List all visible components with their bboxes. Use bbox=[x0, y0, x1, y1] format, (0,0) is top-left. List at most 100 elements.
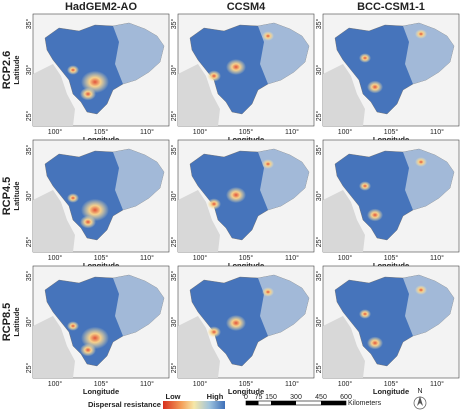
lat-tick-label: 35° bbox=[25, 145, 33, 156]
legend-title: Dispersal resistance bbox=[88, 400, 161, 409]
study-area-east bbox=[113, 149, 164, 210]
neighbor-land bbox=[178, 64, 220, 126]
resistance-hotspot bbox=[367, 80, 383, 94]
legend-low: Low bbox=[166, 392, 181, 401]
lon-tick-label: 110° bbox=[140, 254, 154, 262]
lon-tick-label: 105° bbox=[384, 254, 399, 262]
map-panel: 35° 30° 25° 100° 105° 110° Longitude bbox=[170, 265, 315, 396]
lon-tick-label: 110° bbox=[285, 128, 299, 136]
lat-tick-label: 35° bbox=[170, 19, 178, 30]
lon-tick-label: 105° bbox=[239, 128, 254, 136]
lat-tick-label: 35° bbox=[315, 145, 323, 156]
resistance-hotspot bbox=[207, 198, 221, 210]
resistance-hotspot bbox=[226, 187, 246, 203]
lat-tick-label: 30° bbox=[315, 65, 323, 76]
lon-tick-label: 105° bbox=[94, 254, 109, 262]
lat-tick-label: 30° bbox=[25, 317, 33, 328]
lon-tick-label: 105° bbox=[384, 128, 399, 136]
map-panel: 35° 30° 25° 100° 105° 110° Longitude bbox=[170, 139, 315, 270]
lon-tick-label: 110° bbox=[140, 380, 154, 388]
resistance-hotspot bbox=[359, 53, 371, 63]
resistance-hotspot bbox=[226, 59, 246, 75]
map-panel: 35° 30° 25° 100° 105° 110° Longitude bbox=[315, 265, 460, 396]
map-panel: 35° 30° 25° 100° 105° 110° Longitude bbox=[170, 13, 315, 144]
lat-tick-label: 30° bbox=[170, 191, 178, 202]
x-axis-label: Longitude bbox=[228, 261, 264, 270]
lat-tick-label: 30° bbox=[25, 191, 33, 202]
map-panel: 35° 30° 25° 100° 105° 110° Longitude bbox=[25, 139, 170, 270]
row-label: RCP2.6 bbox=[1, 51, 13, 90]
lat-tick-label: 35° bbox=[170, 145, 178, 156]
lon-tick-label: 110° bbox=[430, 380, 444, 388]
lat-tick-label: 30° bbox=[25, 65, 33, 76]
resistance-hotspot bbox=[262, 31, 274, 41]
resistance-hotspot bbox=[80, 343, 96, 357]
x-axis-label: Longitude bbox=[83, 261, 119, 270]
resistance-hotspot bbox=[207, 70, 221, 82]
lon-tick-label: 110° bbox=[140, 128, 154, 136]
lat-tick-label: 30° bbox=[170, 317, 178, 328]
column-title: HadGEM2-AO bbox=[65, 1, 138, 13]
lon-tick-label: 100° bbox=[48, 128, 63, 136]
y-axis-label: Latitude bbox=[12, 55, 21, 84]
scale-tick-label: 0 bbox=[244, 394, 248, 401]
lat-tick-label: 30° bbox=[170, 65, 178, 76]
lon-tick-label: 105° bbox=[239, 380, 254, 388]
resistance-hotspot bbox=[415, 157, 427, 167]
color-ramp bbox=[163, 401, 225, 409]
north-label: N bbox=[417, 388, 422, 395]
lon-tick-label: 105° bbox=[384, 380, 399, 388]
lon-tick-label: 100° bbox=[48, 254, 63, 262]
scale-labels: 0 75 150 300 450 600 bbox=[244, 394, 352, 401]
neighbor-land bbox=[178, 190, 220, 252]
scale-tick-label: 300 bbox=[290, 394, 302, 401]
scale-unit: Kilometers bbox=[348, 400, 382, 407]
x-axis-label: Longitude bbox=[373, 387, 409, 396]
lon-tick-label: 110° bbox=[430, 128, 444, 136]
resistance-hotspot bbox=[80, 87, 96, 101]
x-axis-label: Longitude bbox=[228, 387, 264, 396]
row-label: RCP8.5 bbox=[1, 303, 13, 342]
legend: Dispersal resistance Low High 0 75 150 300 4… bbox=[88, 388, 427, 410]
resistance-hotspot bbox=[359, 181, 371, 191]
lon-tick-label: 100° bbox=[338, 380, 353, 388]
resistance-hotspot bbox=[262, 159, 274, 169]
lon-tick-label: 110° bbox=[285, 254, 299, 262]
neighbor-land bbox=[33, 316, 75, 378]
lon-tick-label: 100° bbox=[193, 128, 208, 136]
lat-tick-label: 35° bbox=[170, 271, 178, 282]
lat-tick-label: 25° bbox=[170, 237, 178, 248]
resistance-hotspot bbox=[415, 29, 427, 39]
lon-tick-label: 105° bbox=[239, 254, 254, 262]
lat-tick-label: 25° bbox=[170, 111, 178, 122]
x-axis-label: Longitude bbox=[373, 261, 409, 270]
lon-tick-label: 110° bbox=[285, 380, 299, 388]
lon-tick-label: 100° bbox=[48, 380, 63, 388]
x-axis-label: Longitude bbox=[228, 135, 264, 144]
lat-tick-label: 30° bbox=[315, 317, 323, 328]
map-panel: 35° 30° 25° 100° 105° 110° Longitude bbox=[25, 13, 170, 144]
lat-tick-label: 35° bbox=[315, 271, 323, 282]
neighbor-land bbox=[323, 316, 365, 378]
lat-tick-label: 35° bbox=[25, 19, 33, 30]
scale-tick-label: 450 bbox=[315, 394, 327, 401]
study-area-east bbox=[113, 275, 164, 336]
resistance-hotspot bbox=[415, 285, 427, 295]
scale-tick-label: 600 bbox=[340, 394, 352, 401]
lon-tick-label: 105° bbox=[94, 380, 109, 388]
scale-tick-label: 75 bbox=[255, 394, 263, 401]
legend-high: High bbox=[207, 392, 224, 401]
map-panel: 35° 30° 25° 100° 105° 110° Longitude bbox=[315, 13, 460, 144]
scale-tick-label: 150 bbox=[265, 394, 277, 401]
map-panel: 35° 30° 25° 100° 105° 110° Longitude bbox=[315, 139, 460, 270]
neighbor-land bbox=[178, 316, 220, 378]
row-label: RCP4.5 bbox=[1, 177, 13, 216]
lon-tick-label: 100° bbox=[338, 128, 353, 136]
resistance-hotspot bbox=[80, 215, 96, 229]
lat-tick-label: 25° bbox=[25, 363, 33, 374]
resistance-hotspot bbox=[367, 208, 383, 222]
neighbor-land bbox=[323, 64, 365, 126]
resistance-hotspot bbox=[81, 70, 109, 94]
north-arrow bbox=[417, 396, 423, 406]
